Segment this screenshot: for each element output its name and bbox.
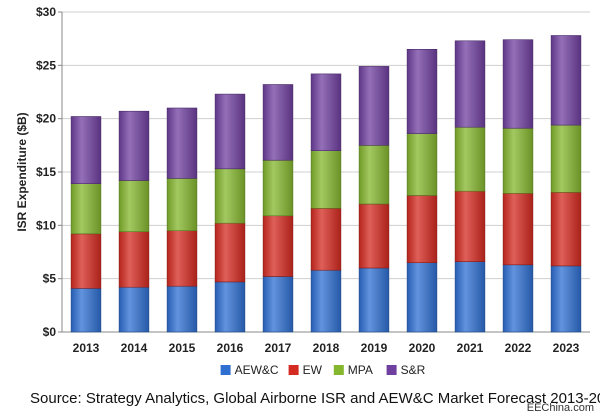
bar-segment	[454, 190, 486, 262]
y-tick-label: $10	[36, 218, 56, 232]
legend-swatch	[386, 365, 397, 375]
bar-segment	[550, 265, 582, 333]
bar-segment	[502, 39, 534, 129]
bar-segment	[166, 285, 198, 333]
bar-segment	[214, 168, 246, 224]
legend-label: S&R	[401, 363, 426, 377]
bar-segment	[406, 48, 438, 134]
bar-segment	[70, 287, 102, 333]
bar-segment	[502, 128, 534, 194]
legend-label: EW	[303, 363, 323, 377]
bar-segment	[262, 160, 294, 217]
bar-segment	[118, 180, 150, 233]
legend-swatch	[333, 365, 344, 375]
bar-segment	[550, 124, 582, 193]
bar-segment	[454, 261, 486, 333]
bar-segment	[502, 264, 534, 333]
bar-segment	[406, 262, 438, 333]
bar-segment	[310, 150, 342, 209]
legend-swatch	[220, 365, 231, 375]
x-tick-labels: 2013 2014 2015 2016 2017 2018 2019 2020 2021 2022…	[73, 341, 580, 355]
x-tick-label: 2022	[505, 341, 532, 355]
x-tick-label: 2013	[73, 341, 100, 355]
bar-segment	[262, 215, 294, 277]
bar-segment	[214, 222, 246, 283]
bar-segment	[70, 233, 102, 289]
bar-segment	[118, 110, 150, 181]
bars	[70, 35, 582, 333]
legend: AEW&C EW MPA S&R	[220, 363, 426, 377]
bar-segment	[118, 231, 150, 288]
bar-segment	[550, 35, 582, 126]
watermark: EEChina.com	[526, 402, 594, 414]
bar-segment	[454, 126, 486, 192]
y-tick-label: $5	[43, 272, 57, 286]
y-tick-label: $25	[36, 58, 56, 72]
bar-segment	[310, 208, 342, 271]
x-tick-label: 2020	[409, 341, 436, 355]
bar-segment	[454, 40, 486, 128]
bar-segment	[118, 286, 150, 333]
bar-segment	[358, 267, 390, 333]
bar-segment	[214, 281, 246, 333]
y-tick-labels: $0 $5 $10 $15 $20 $25 $30	[36, 5, 62, 339]
bar-segment	[70, 116, 102, 184]
bar-segment	[358, 145, 390, 205]
x-tick-label: 2014	[121, 341, 148, 355]
x-tick-label: 2019	[361, 341, 388, 355]
legend-label: MPA	[348, 363, 373, 377]
bar-segment	[406, 195, 438, 263]
bar-segment	[70, 183, 102, 235]
bar-segment	[358, 203, 390, 269]
x-tick-label: 2016	[217, 341, 244, 355]
bar-segment	[310, 73, 342, 152]
y-tick-label: $30	[36, 5, 56, 19]
bar-segment	[406, 133, 438, 196]
x-tick-label: 2023	[553, 341, 580, 355]
bar-segment	[166, 107, 198, 179]
legend-label: AEW&C	[235, 363, 279, 377]
bar-segment	[166, 230, 198, 287]
y-tick-label: $0	[43, 325, 57, 339]
x-tick-label: 2021	[457, 341, 484, 355]
bar-segment	[310, 269, 342, 333]
bar-segment	[262, 276, 294, 333]
stacked-bar-chart: $0 $5 $10 $15 $20 $25 $30 2013 2014 2015 2016 2017…	[15, 5, 590, 377]
bar-segment	[214, 93, 246, 170]
x-tick-label: 2017	[265, 341, 292, 355]
bar-segment	[166, 178, 198, 231]
y-axis-title: ISR Expenditure ($B)	[15, 112, 29, 231]
bar-segment	[550, 192, 582, 267]
y-tick-label: $20	[36, 112, 56, 126]
bar-segment	[262, 84, 294, 161]
legend-swatch	[288, 365, 299, 375]
x-tick-label: 2018	[313, 341, 340, 355]
bar-segment	[358, 66, 390, 146]
x-tick-label: 2015	[169, 341, 196, 355]
bar-segment	[502, 193, 534, 266]
y-tick-label: $15	[36, 165, 56, 179]
source-caption: Source: Strategy Analytics, Global Airbo…	[30, 390, 600, 407]
